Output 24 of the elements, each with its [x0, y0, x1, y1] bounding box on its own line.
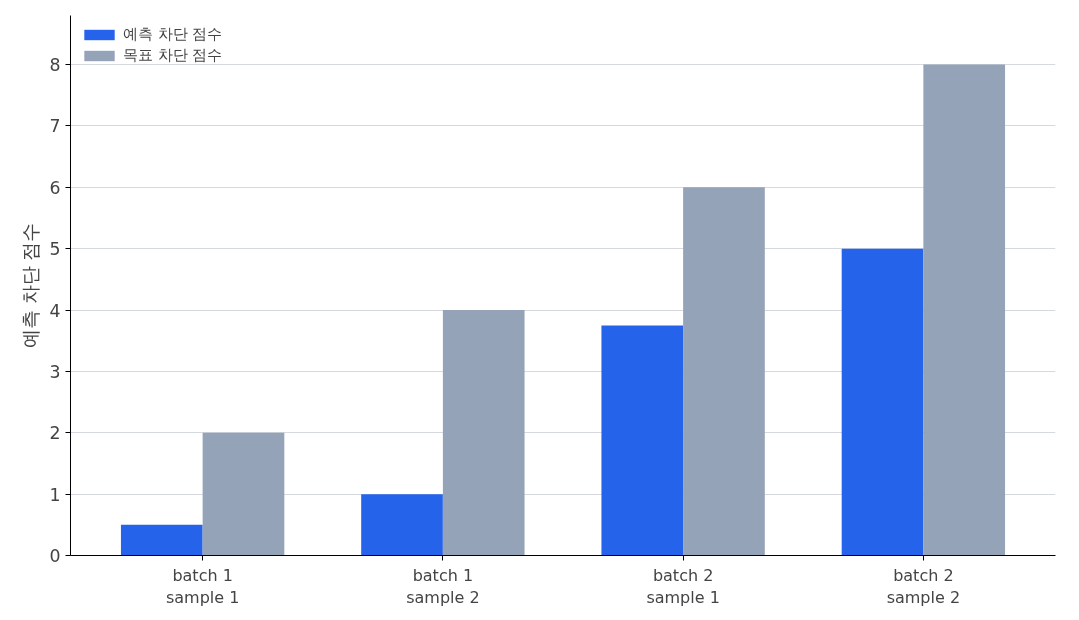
x-tick-label: batch 1 sample 2: [406, 565, 480, 608]
y-tick-label: 0: [49, 546, 61, 566]
bar: [361, 494, 443, 556]
bar: [120, 524, 203, 556]
x-tick-label: batch 2 sample 2: [886, 565, 961, 608]
bar: [202, 432, 285, 556]
y-tick-label: 1: [49, 484, 61, 505]
y-axis-title: 예측 차단 점수: [20, 222, 42, 349]
bar: [683, 187, 765, 556]
y-tick-label: 3: [49, 361, 61, 382]
bar: [601, 325, 684, 556]
bar: [442, 310, 525, 556]
y-tick-label: 8: [49, 55, 61, 76]
legend-label: 예측 차단 점수: [123, 25, 223, 44]
legend-label: 목표 차단 점수: [123, 46, 223, 65]
y-tick-label: 4: [49, 300, 61, 321]
bar: [923, 64, 1006, 556]
y-tick-label: 5: [49, 239, 61, 260]
y-tick-label: 7: [49, 116, 61, 137]
x-tick-label: batch 2 sample 1: [646, 565, 720, 608]
bar: [841, 248, 924, 556]
y-tick-label: 6: [49, 177, 61, 198]
y-tick-label: 2: [49, 423, 61, 444]
x-tick-label: batch 1 sample 1: [165, 565, 240, 608]
